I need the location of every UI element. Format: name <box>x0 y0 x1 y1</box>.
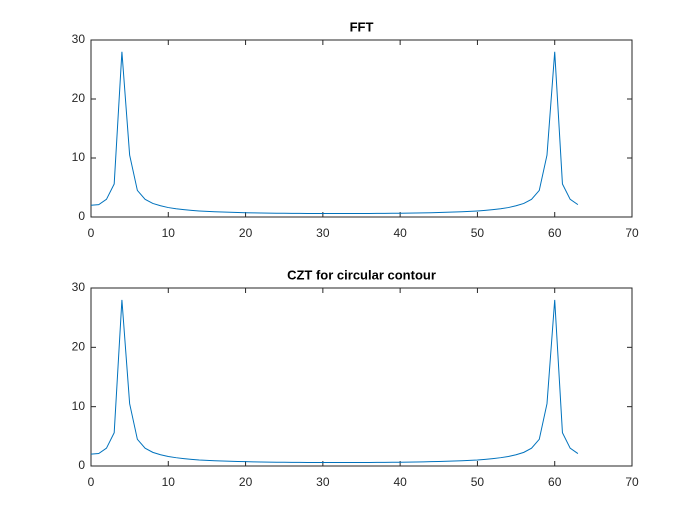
x-tick-label: 10 <box>162 226 176 240</box>
data-line <box>90 299 579 463</box>
x-tick-label: 40 <box>393 226 407 240</box>
x-tick-label: 70 <box>625 226 639 240</box>
x-tick-label: 50 <box>471 226 485 240</box>
x-tick-label: 40 <box>393 475 407 489</box>
x-tick-label: 30 <box>316 226 330 240</box>
x-tick-label: 20 <box>239 475 253 489</box>
x-tick-label: 30 <box>316 475 330 489</box>
data-line <box>90 51 579 215</box>
y-tick-label: 10 <box>72 150 86 164</box>
y-tick-label: 30 <box>72 32 86 46</box>
axes-box <box>90 287 633 467</box>
axes-box <box>90 39 633 218</box>
x-tick-label: 50 <box>471 475 485 489</box>
y-tick-label: 10 <box>72 399 86 413</box>
y-tick-label: 30 <box>72 280 86 294</box>
chart-title: FFT <box>350 19 374 34</box>
x-tick-label: 70 <box>625 475 639 489</box>
x-tick-label: 20 <box>239 226 253 240</box>
y-tick-label: 20 <box>72 340 86 354</box>
y-tick-label: 0 <box>78 209 85 223</box>
chart-title: CZT for circular contour <box>287 267 436 282</box>
x-tick-label: 60 <box>548 475 562 489</box>
y-tick-label: 0 <box>78 458 85 472</box>
x-tick-label: 0 <box>88 475 95 489</box>
x-tick-label: 60 <box>548 226 562 240</box>
x-tick-label: 0 <box>88 226 95 240</box>
x-tick-label: 10 <box>162 475 176 489</box>
y-tick-label: 20 <box>72 91 86 105</box>
